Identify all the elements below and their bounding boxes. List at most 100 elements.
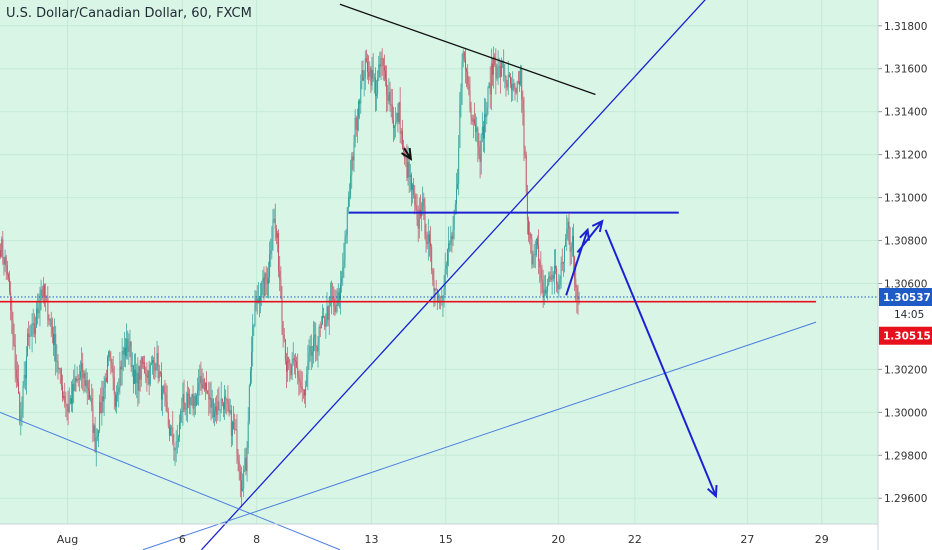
candle-body	[562, 262, 564, 264]
candle-body	[506, 83, 508, 88]
candle-body	[544, 289, 546, 294]
price-axis: 1.31800 1.31600 1.31400 1.31200 1.31000 1.308…	[878, 21, 927, 505]
candle-body	[107, 357, 108, 383]
candle-body	[395, 121, 397, 127]
candle-body	[490, 63, 492, 95]
time-tick-label: 8	[253, 533, 260, 546]
candle-body	[457, 183, 459, 189]
candle-body	[263, 277, 265, 296]
candle-body	[546, 291, 547, 294]
candle-body	[525, 155, 527, 192]
candle-body	[271, 238, 273, 251]
candle-body	[358, 101, 359, 118]
candle-body	[87, 387, 89, 391]
candle-body	[474, 119, 475, 124]
candle-body	[392, 119, 394, 128]
candle-body	[235, 429, 237, 431]
candle-body	[141, 357, 143, 364]
candle-body	[199, 376, 201, 384]
candle-body	[121, 350, 123, 370]
candle-body	[260, 297, 262, 303]
candle-body	[344, 238, 346, 260]
candle-body	[183, 394, 185, 403]
price-tags: 1.30537 14:05 1.30515	[879, 288, 932, 345]
candle-body	[512, 83, 514, 91]
candle-body	[252, 325, 254, 353]
candle-body	[125, 347, 126, 357]
candle-body	[520, 68, 522, 85]
candle-body	[211, 399, 213, 408]
price-tick-label: 1.31000	[884, 193, 927, 205]
candle-body	[177, 437, 179, 442]
candle-body	[83, 373, 85, 379]
candle-body	[487, 88, 489, 108]
candle-body	[55, 333, 57, 362]
candle-body	[53, 334, 54, 346]
candle-body	[568, 221, 570, 243]
candle-body	[94, 425, 96, 453]
candle-body	[38, 310, 40, 314]
candle-body	[210, 397, 212, 408]
candle-body	[304, 389, 305, 396]
candle-body	[111, 363, 113, 369]
candle-body	[105, 377, 107, 383]
candle-body	[201, 384, 203, 389]
candle-body	[501, 61, 502, 77]
candle-body	[362, 70, 364, 81]
resistance-trendline[interactable]	[339, 3, 596, 96]
rising-trendline[interactable]	[201, 0, 714, 550]
candle-body	[132, 365, 134, 384]
candle-body	[204, 382, 206, 391]
candle-body	[483, 126, 484, 139]
candle-body	[81, 363, 83, 372]
projection-arrow-down[interactable]	[604, 229, 718, 499]
candle-body	[485, 113, 487, 118]
candle-body	[221, 398, 223, 403]
candle-body	[130, 341, 132, 367]
candle-body	[488, 83, 490, 89]
candle-body	[190, 397, 192, 405]
candle-body	[553, 265, 555, 279]
candle-body	[567, 221, 569, 229]
candle-body	[430, 242, 432, 247]
candle-body	[347, 197, 349, 208]
candle-body	[112, 368, 114, 378]
lower-channel-line[interactable]	[142, 321, 817, 550]
candle-body	[442, 295, 444, 301]
candle-body	[218, 401, 220, 411]
candle-body	[289, 362, 291, 366]
candle-body	[380, 58, 382, 67]
candle-body	[570, 247, 572, 252]
small-black-arrow[interactable]	[401, 147, 413, 161]
candle-body	[454, 204, 456, 211]
candle-body	[28, 333, 30, 338]
candle-body	[0, 250, 2, 257]
candle-body	[143, 362, 144, 364]
candle-body	[381, 58, 383, 59]
candle-body	[286, 360, 287, 372]
candle-body	[126, 338, 128, 357]
projection-arrow-up[interactable]	[576, 219, 604, 253]
candle-body	[418, 209, 420, 229]
candle-body	[4, 256, 6, 265]
candle-body	[523, 109, 525, 149]
candle-body	[278, 233, 280, 271]
candle-body	[489, 83, 491, 95]
candle-body	[453, 210, 455, 230]
small-black-arrow-head	[401, 147, 413, 161]
candle-body	[163, 386, 165, 393]
candle-body	[309, 346, 311, 353]
time-axis: Aug 6 8 13 15 20 22 27 29	[57, 533, 829, 546]
candle-body	[131, 365, 133, 367]
candle-body	[227, 400, 229, 405]
candle-body	[273, 218, 275, 221]
candle-body	[166, 401, 168, 412]
candle-body	[189, 394, 191, 405]
candle-body	[48, 319, 50, 321]
candle-body	[195, 395, 197, 406]
candle-body	[337, 291, 339, 306]
descending-trendline[interactable]	[0, 411, 341, 550]
candle-body	[49, 319, 51, 321]
